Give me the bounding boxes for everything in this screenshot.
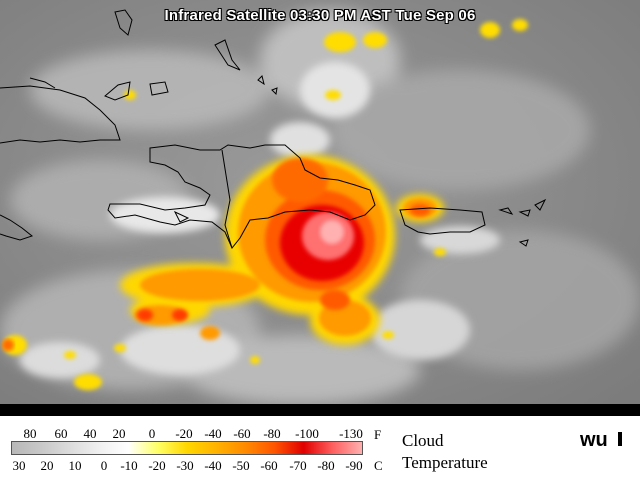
celsius-tick: 30 xyxy=(12,458,26,473)
fahrenheit-tick: 60 xyxy=(54,426,68,441)
storm-clouds xyxy=(120,155,444,345)
celsius-tick: 0 xyxy=(100,458,108,473)
celsius-unit: C xyxy=(374,458,383,473)
celsius-tick: -70 xyxy=(289,458,307,473)
fahrenheit-tick: 20 xyxy=(112,426,126,441)
coastlines xyxy=(0,9,547,249)
fahrenheit-tick: -130 xyxy=(339,426,363,441)
fahrenheit-tick: 80 xyxy=(23,426,37,441)
image-title: Infrared Satellite 03:30 PM AST Tue Sep … xyxy=(164,7,476,24)
fahrenheit-unit: F xyxy=(374,427,382,442)
color-scale-bar xyxy=(11,441,363,455)
celsius-tick: -80 xyxy=(317,458,335,473)
celsius-tick: 20 xyxy=(40,458,54,473)
legend-label-line1: Cloud xyxy=(402,431,444,450)
celsius-tick: -10 xyxy=(120,458,138,473)
fahrenheit-tick: -20 xyxy=(175,426,193,441)
fahrenheit-tick: -80 xyxy=(263,426,281,441)
convective-cells xyxy=(3,19,528,390)
svg-text:wu: wu xyxy=(579,429,608,450)
temperature-legend: 80 60 40 20 0 -20 -40 -60 -80 -100 -130 30 20 10 0 -10… xyxy=(0,416,640,480)
celsius-tick: 10 xyxy=(68,458,82,473)
bright-clouds xyxy=(20,62,500,378)
fahrenheit-tick: -40 xyxy=(204,426,222,441)
celsius-tick: -50 xyxy=(232,458,250,473)
celsius-tick: -20 xyxy=(148,458,166,473)
separator-band xyxy=(0,404,640,416)
legend-label: Cloud Temperature xyxy=(402,430,488,474)
fahrenheit-tick: -60 xyxy=(233,426,251,441)
satellite-image xyxy=(0,0,640,404)
celsius-tick: -90 xyxy=(345,458,363,473)
celsius-tick: -30 xyxy=(176,458,194,473)
fahrenheit-tick: -100 xyxy=(295,426,319,441)
legend-label-line2: Temperature xyxy=(402,453,488,472)
fahrenheit-tick: 40 xyxy=(83,426,97,441)
fahrenheit-tick: 0 xyxy=(148,426,156,441)
celsius-tick: -40 xyxy=(204,458,222,473)
celsius-tick: -60 xyxy=(260,458,278,473)
wu-logo: wu xyxy=(579,429,622,450)
